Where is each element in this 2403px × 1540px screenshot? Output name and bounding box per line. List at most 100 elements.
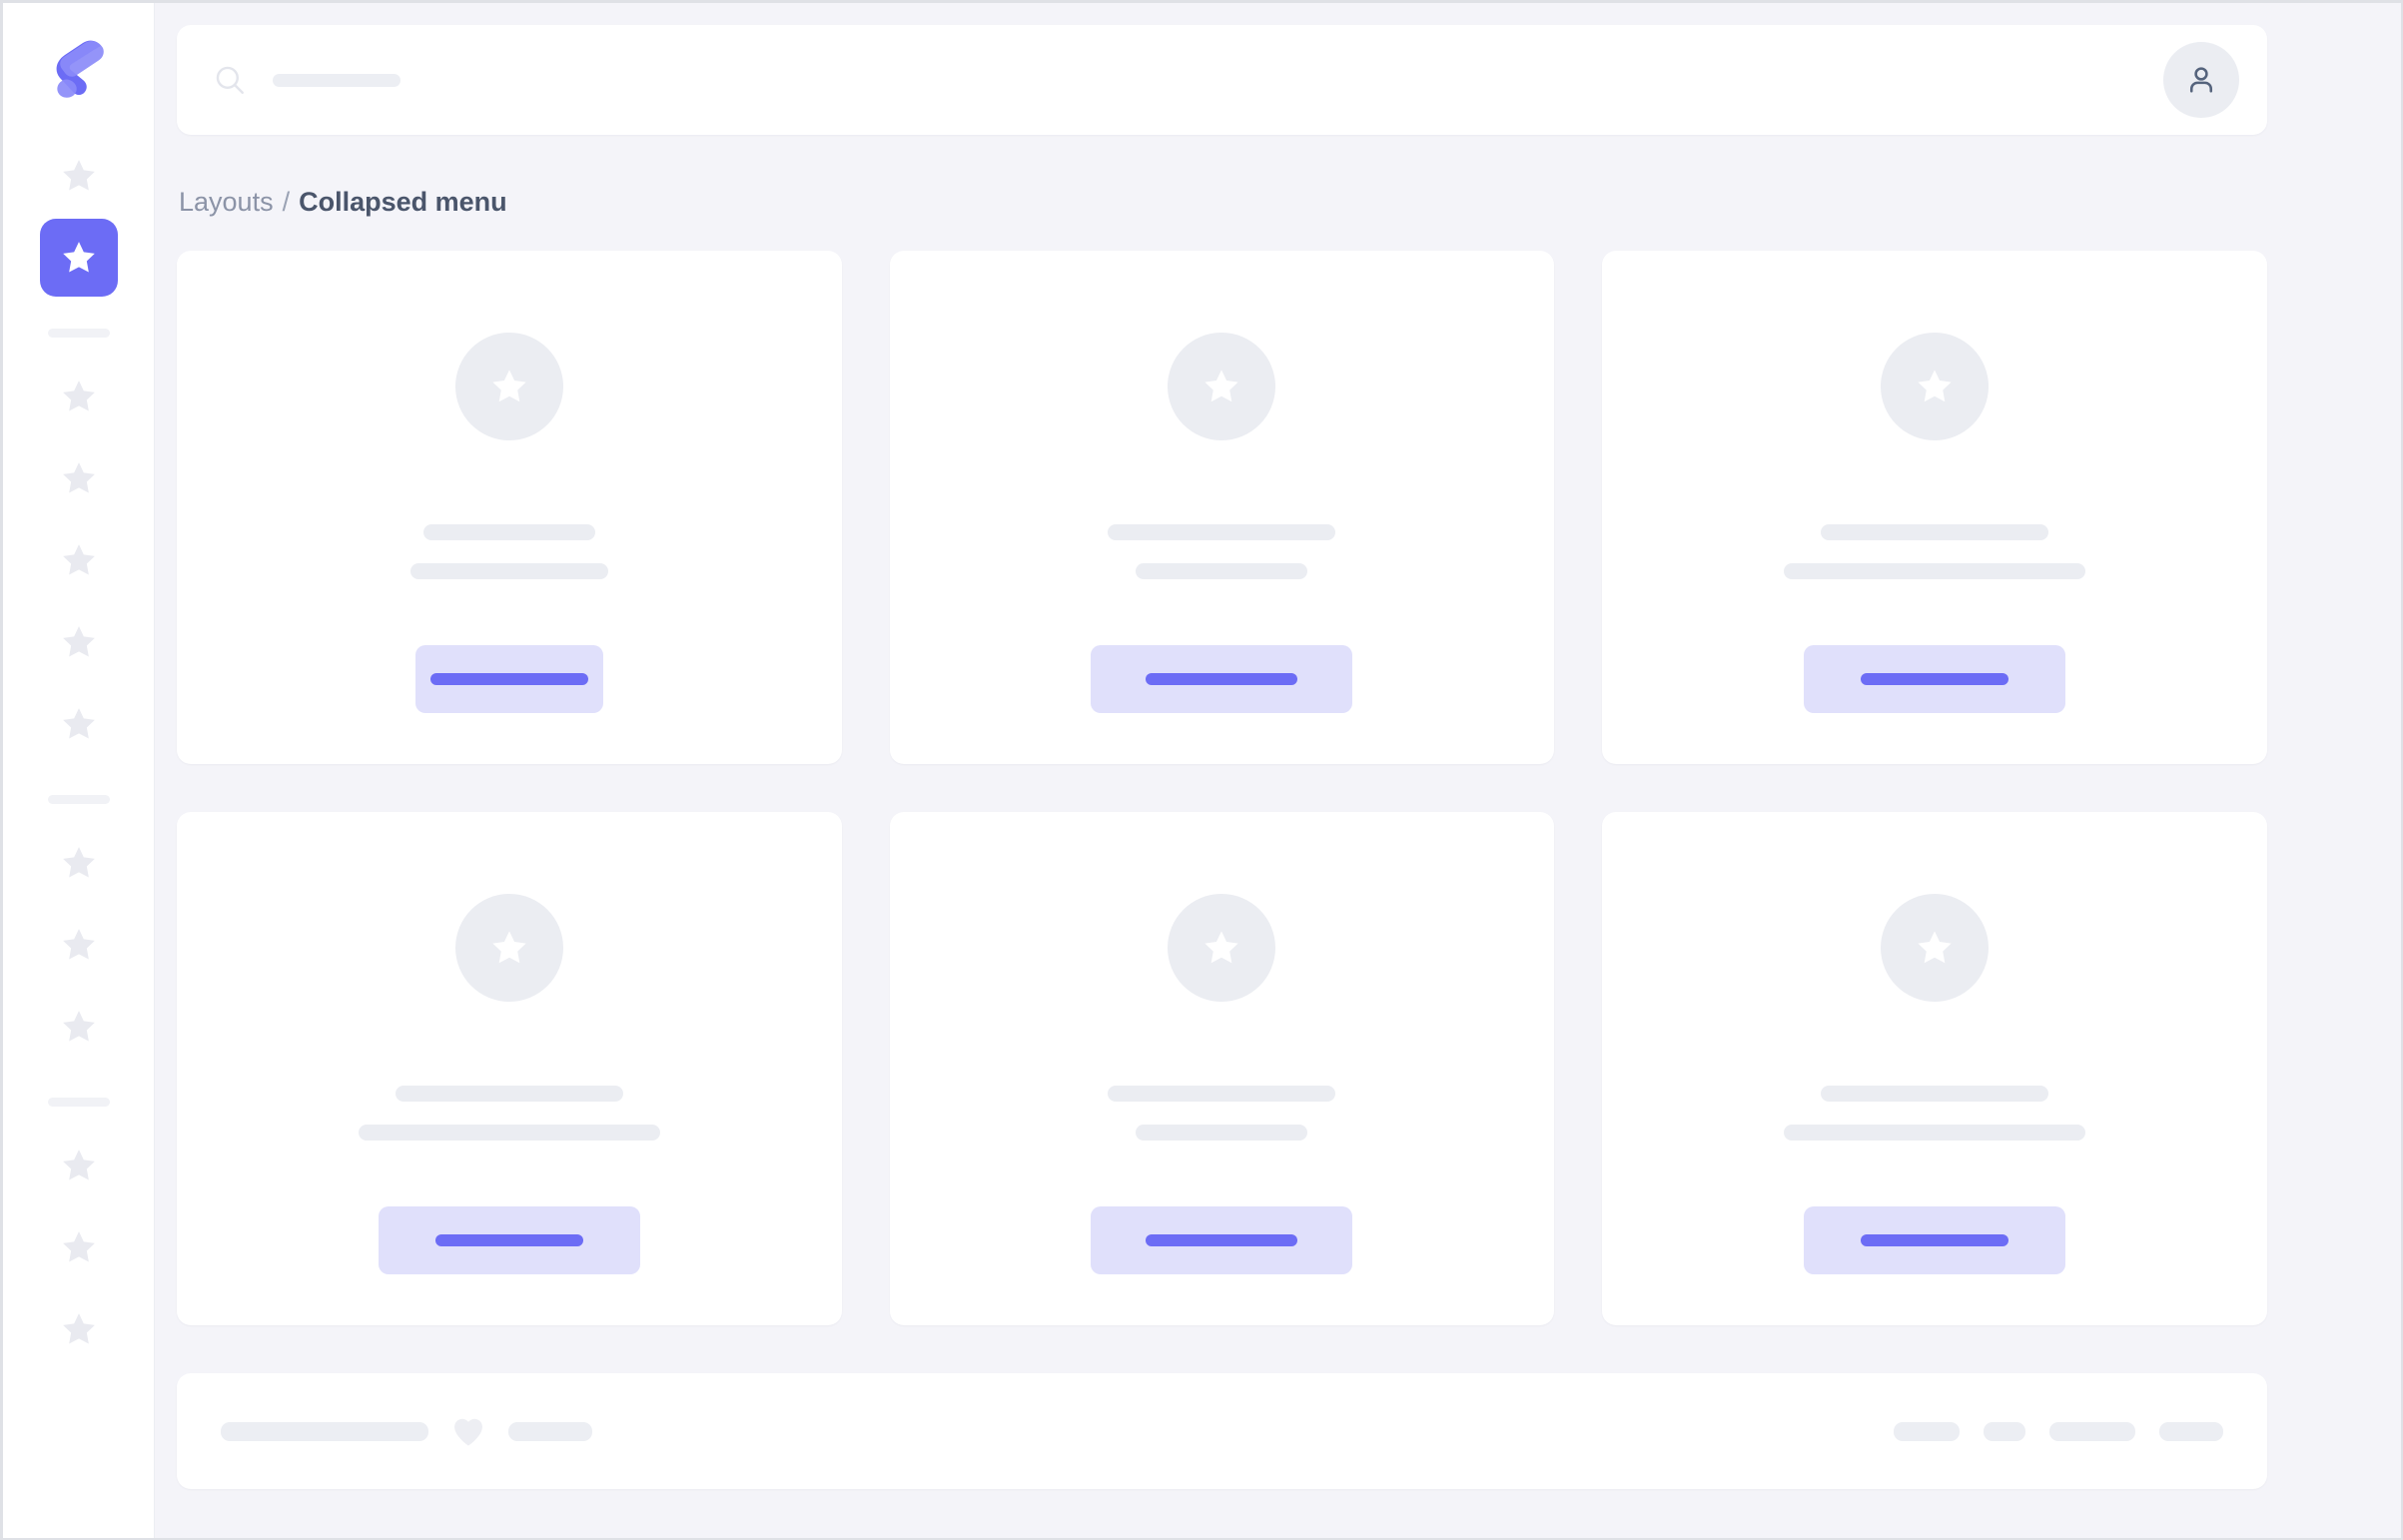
sidebar-divider-1 xyxy=(47,329,110,338)
star-icon xyxy=(62,929,95,960)
card[interactable] xyxy=(1602,812,2267,1325)
card-title-skeleton xyxy=(422,524,595,540)
card-button-label-skeleton xyxy=(1861,673,2009,685)
card-title-skeleton xyxy=(1821,1086,2049,1102)
sidebar-divider-2 xyxy=(47,795,110,804)
sidebar-item-nav-3[interactable] xyxy=(40,439,118,517)
sidebar-item-nav-4[interactable] xyxy=(40,521,118,599)
star-icon xyxy=(62,847,95,878)
sidebar-item-nav-11[interactable] xyxy=(40,1208,118,1286)
card[interactable] xyxy=(177,251,842,764)
heart-icon[interactable] xyxy=(450,1415,486,1447)
card-button-label-skeleton xyxy=(1146,1234,1298,1246)
star-icon xyxy=(492,370,526,402)
card-button-label-skeleton xyxy=(1861,1234,2009,1246)
footer-skeleton-5[interactable] xyxy=(2049,1421,2135,1441)
footer-skeleton-3[interactable] xyxy=(1894,1421,1960,1441)
breadcrumb: Layouts / Collapsed menu xyxy=(179,187,2267,218)
user-icon xyxy=(2189,67,2213,93)
footer-bar xyxy=(177,1373,2267,1489)
star-icon xyxy=(1918,931,1952,964)
card-button-label-skeleton xyxy=(429,673,588,685)
card[interactable] xyxy=(1602,251,2267,764)
card-action-button[interactable] xyxy=(1804,645,2066,713)
star-icon xyxy=(62,160,95,191)
search-input[interactable] xyxy=(213,63,2163,97)
card-avatar xyxy=(1881,333,1990,440)
footer-skeleton-4[interactable] xyxy=(1984,1421,2025,1441)
star-icon xyxy=(62,462,95,493)
sidebar-item-nav-6[interactable] xyxy=(40,685,118,763)
star-icon xyxy=(1204,931,1239,964)
card-title-skeleton xyxy=(1108,524,1336,540)
card-avatar xyxy=(1168,333,1276,440)
star-icon xyxy=(62,1231,95,1262)
star-icon xyxy=(1918,370,1952,402)
card-avatar xyxy=(454,333,563,440)
sidebar-item-nav-10[interactable] xyxy=(40,1127,118,1204)
footer-skeleton-1 xyxy=(221,1421,428,1441)
star-icon xyxy=(62,544,95,575)
breadcrumb-current: Collapsed menu xyxy=(299,187,507,217)
card-subtitle-skeleton xyxy=(1784,563,2086,579)
sidebar-item-nav-9[interactable] xyxy=(40,988,118,1066)
card-action-button[interactable] xyxy=(1091,645,1353,713)
card[interactable] xyxy=(889,812,1555,1325)
card-avatar xyxy=(1168,894,1276,1002)
footer-left-group xyxy=(221,1415,592,1447)
card-title-skeleton xyxy=(1821,524,2049,540)
star-icon xyxy=(62,381,95,411)
star-icon xyxy=(62,1150,95,1180)
sidebar-item-nav-2[interactable] xyxy=(40,358,118,435)
brand-logo[interactable] xyxy=(40,33,118,111)
card-title-skeleton xyxy=(1108,1086,1336,1102)
star-icon xyxy=(62,626,95,657)
card-subtitle-skeleton xyxy=(1136,563,1308,579)
card-subtitle-skeleton xyxy=(358,1125,660,1141)
card-action-button[interactable] xyxy=(414,645,603,713)
card[interactable] xyxy=(177,812,842,1325)
card-subtitle-skeleton xyxy=(409,563,608,579)
footer-skeleton-6[interactable] xyxy=(2159,1421,2223,1441)
footer-skeleton-2 xyxy=(508,1421,592,1441)
sidebar-group-two xyxy=(40,358,118,767)
card-action-button[interactable] xyxy=(378,1206,640,1274)
card-avatar xyxy=(454,894,563,1002)
sidebar-item-nav-7[interactable] xyxy=(40,824,118,902)
card-action-button[interactable] xyxy=(1804,1206,2066,1274)
card-action-button[interactable] xyxy=(1091,1206,1353,1274)
sidebar-divider-3 xyxy=(47,1098,110,1107)
topbar xyxy=(177,25,2267,135)
card-grid xyxy=(177,251,2267,1325)
star-icon xyxy=(62,708,95,739)
sidebar-item-nav-12[interactable] xyxy=(40,1290,118,1368)
card-subtitle-skeleton xyxy=(1784,1125,2086,1141)
card[interactable] xyxy=(889,251,1555,764)
search-placeholder-skeleton xyxy=(273,73,400,87)
star-icon xyxy=(1204,370,1239,402)
card-title-skeleton xyxy=(395,1086,623,1102)
main-content: Layouts / Collapsed menu xyxy=(155,3,2401,1538)
breadcrumb-separator: / xyxy=(282,187,291,217)
s-logo-icon xyxy=(56,40,104,98)
collapsed-sidebar xyxy=(3,3,155,1538)
sidebar-primary-group xyxy=(39,137,118,301)
sidebar-item-nav-0[interactable] xyxy=(40,137,118,215)
sidebar-group-four xyxy=(40,1127,118,1372)
search-icon xyxy=(216,66,244,94)
card-avatar xyxy=(1881,894,1990,1002)
card-button-label-skeleton xyxy=(434,1234,583,1246)
star-icon xyxy=(62,1011,95,1042)
sidebar-item-nav-8[interactable] xyxy=(40,906,118,984)
sidebar-group-three xyxy=(40,824,118,1070)
card-subtitle-skeleton xyxy=(1136,1125,1308,1141)
sidebar-item-nav-5[interactable] xyxy=(40,603,118,681)
footer-right-group xyxy=(1894,1421,2223,1441)
sidebar-item-nav-1[interactable] xyxy=(39,219,118,297)
star-icon xyxy=(62,242,95,273)
star-icon xyxy=(492,931,526,964)
avatar[interactable] xyxy=(2163,42,2239,118)
breadcrumb-parent[interactable]: Layouts xyxy=(179,187,274,217)
card-button-label-skeleton xyxy=(1146,673,1298,685)
